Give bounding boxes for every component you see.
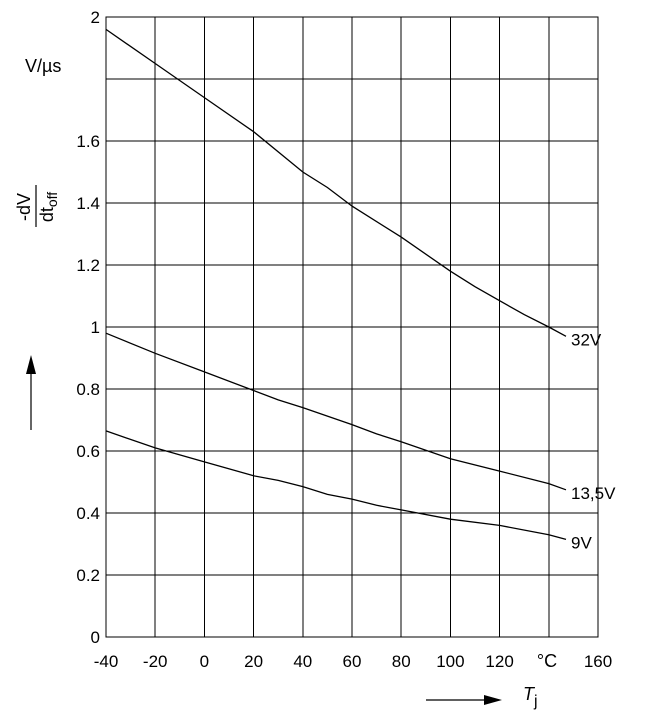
y-tick-label: 1.6 bbox=[76, 132, 100, 151]
y-tick-label: 0.2 bbox=[76, 566, 100, 585]
y-tick-label: 1.2 bbox=[76, 256, 100, 275]
y-axis-numerator: -dV bbox=[14, 193, 34, 221]
y-tick-label: 0.6 bbox=[76, 442, 100, 461]
svg-text:-dV: -dV bbox=[14, 193, 34, 221]
svg-text:dtoff: dtoff bbox=[37, 192, 60, 222]
x-tick-label: 120 bbox=[485, 652, 513, 671]
y-axis-denominator: dt bbox=[37, 207, 57, 222]
y-tick-label: 2 bbox=[91, 8, 100, 27]
x-axis-label: Tj bbox=[523, 684, 538, 710]
series-label: 9V bbox=[571, 533, 592, 552]
x-tick-label: 60 bbox=[343, 652, 362, 671]
y-axis-label: -dV dtoff bbox=[14, 185, 60, 227]
x-tick-label: -20 bbox=[143, 652, 168, 671]
series-label: 32V bbox=[571, 330, 602, 349]
grid bbox=[105, 16, 599, 638]
y-axis-arrow bbox=[26, 355, 36, 430]
x-tick-label: 0 bbox=[200, 652, 209, 671]
x-tick-label: 100 bbox=[436, 652, 464, 671]
x-tick-label: 160 bbox=[584, 652, 612, 671]
series-line bbox=[105, 430, 567, 541]
x-tick-label: -40 bbox=[94, 652, 119, 671]
x-tick-label: 40 bbox=[293, 652, 312, 671]
x-unit-label: °C bbox=[537, 651, 557, 671]
x-axis-label-sub: j bbox=[533, 693, 538, 710]
x-tick-label: 80 bbox=[392, 652, 411, 671]
series-label: 13,5V bbox=[571, 484, 616, 503]
x-axis-arrow bbox=[426, 695, 502, 705]
y-tick-label: 0.4 bbox=[76, 504, 100, 523]
y-tick-label: 0 bbox=[91, 628, 100, 647]
y-tick-label: 1.4 bbox=[76, 194, 100, 213]
curves: 32V 13,5V 9V bbox=[105, 28, 616, 552]
series-line bbox=[105, 28, 567, 337]
y-tick-label: 0.8 bbox=[76, 380, 100, 399]
tick-labels: -40 -20 0 20 40 60 80 100 120 160 0 0.2 0.4 0.6 0.8 1 1.… bbox=[76, 8, 612, 671]
x-tick-label: 20 bbox=[244, 652, 263, 671]
y-unit-label: V/µs bbox=[25, 56, 61, 76]
x-axis-label-main: T bbox=[523, 684, 536, 704]
y-tick-label: 1 bbox=[91, 318, 100, 337]
series-line bbox=[105, 332, 567, 491]
y-axis-denominator-sub: off bbox=[44, 192, 60, 207]
